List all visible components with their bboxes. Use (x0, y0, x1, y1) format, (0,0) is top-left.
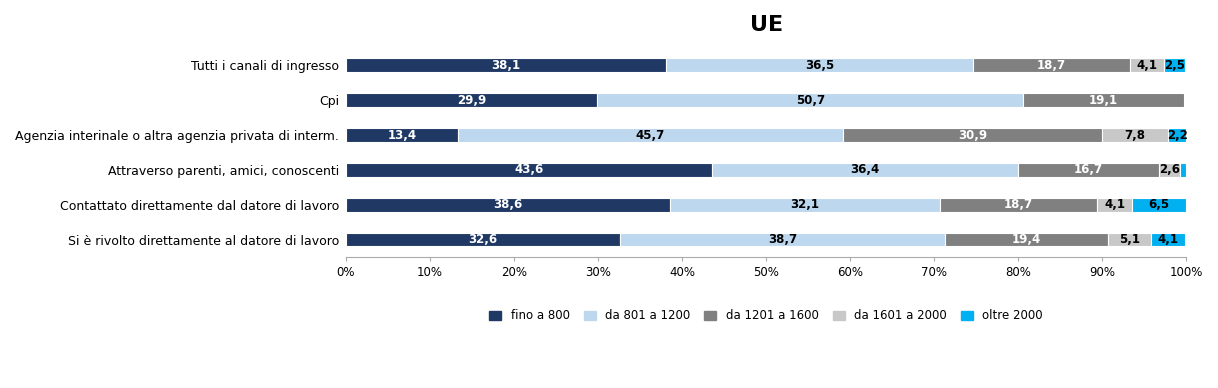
Bar (1018, 163, 1158, 177)
Text: 38,7: 38,7 (767, 233, 797, 246)
Text: 2,5: 2,5 (1164, 59, 1185, 72)
Bar (1164, 59, 1185, 72)
Text: 32,6: 32,6 (468, 233, 497, 246)
Bar (346, 128, 458, 142)
Text: 16,7: 16,7 (1074, 163, 1104, 177)
Bar (346, 198, 670, 211)
Bar (1180, 163, 1186, 177)
Bar (1130, 59, 1164, 72)
Text: 18,7: 18,7 (1037, 59, 1066, 72)
Bar (1102, 128, 1168, 142)
Bar (1108, 233, 1151, 246)
Text: 4,1: 4,1 (1136, 59, 1158, 72)
Bar (346, 59, 666, 72)
Text: 45,7: 45,7 (636, 128, 665, 142)
Text: 2,2: 2,2 (1167, 128, 1188, 142)
Text: 13,4: 13,4 (387, 128, 417, 142)
Text: 36,4: 36,4 (850, 163, 879, 177)
Bar (945, 233, 1108, 246)
Text: 4,1: 4,1 (1104, 198, 1125, 211)
Bar (1097, 198, 1132, 211)
Text: 7,8: 7,8 (1124, 128, 1146, 142)
Text: 50,7: 50,7 (795, 94, 825, 107)
Text: 6,5: 6,5 (1149, 198, 1169, 211)
Bar (843, 128, 1102, 142)
Text: 38,1: 38,1 (491, 59, 520, 72)
Bar (458, 128, 843, 142)
Title: UE: UE (749, 15, 783, 35)
Bar (1023, 94, 1184, 107)
Text: 2,6: 2,6 (1160, 163, 1180, 177)
Bar (1151, 233, 1185, 246)
Bar (620, 233, 945, 246)
Bar (1132, 198, 1186, 211)
Bar (973, 59, 1130, 72)
Text: 19,4: 19,4 (1012, 233, 1041, 246)
Bar (670, 198, 940, 211)
Text: 43,6: 43,6 (514, 163, 543, 177)
Bar (597, 94, 1023, 107)
Legend: fino a 800, da 801 a 1200, da 1201 a 1600, da 1601 a 2000, oltre 2000: fino a 800, da 801 a 1200, da 1201 a 160… (490, 309, 1043, 322)
Text: 5,1: 5,1 (1119, 233, 1140, 246)
Text: 18,7: 18,7 (1004, 198, 1033, 211)
Text: 4,1: 4,1 (1158, 233, 1179, 246)
Text: 29,9: 29,9 (457, 94, 486, 107)
Text: 36,5: 36,5 (805, 59, 834, 72)
Text: 38,6: 38,6 (493, 198, 523, 211)
Text: 32,1: 32,1 (790, 198, 820, 211)
Bar (1158, 163, 1180, 177)
Bar (940, 198, 1097, 211)
Text: 30,9: 30,9 (957, 128, 987, 142)
Bar (713, 163, 1018, 177)
Bar (1168, 128, 1186, 142)
Bar (346, 163, 713, 177)
Bar (346, 233, 620, 246)
Text: 19,1: 19,1 (1089, 94, 1118, 107)
Bar (666, 59, 973, 72)
Bar (346, 94, 597, 107)
